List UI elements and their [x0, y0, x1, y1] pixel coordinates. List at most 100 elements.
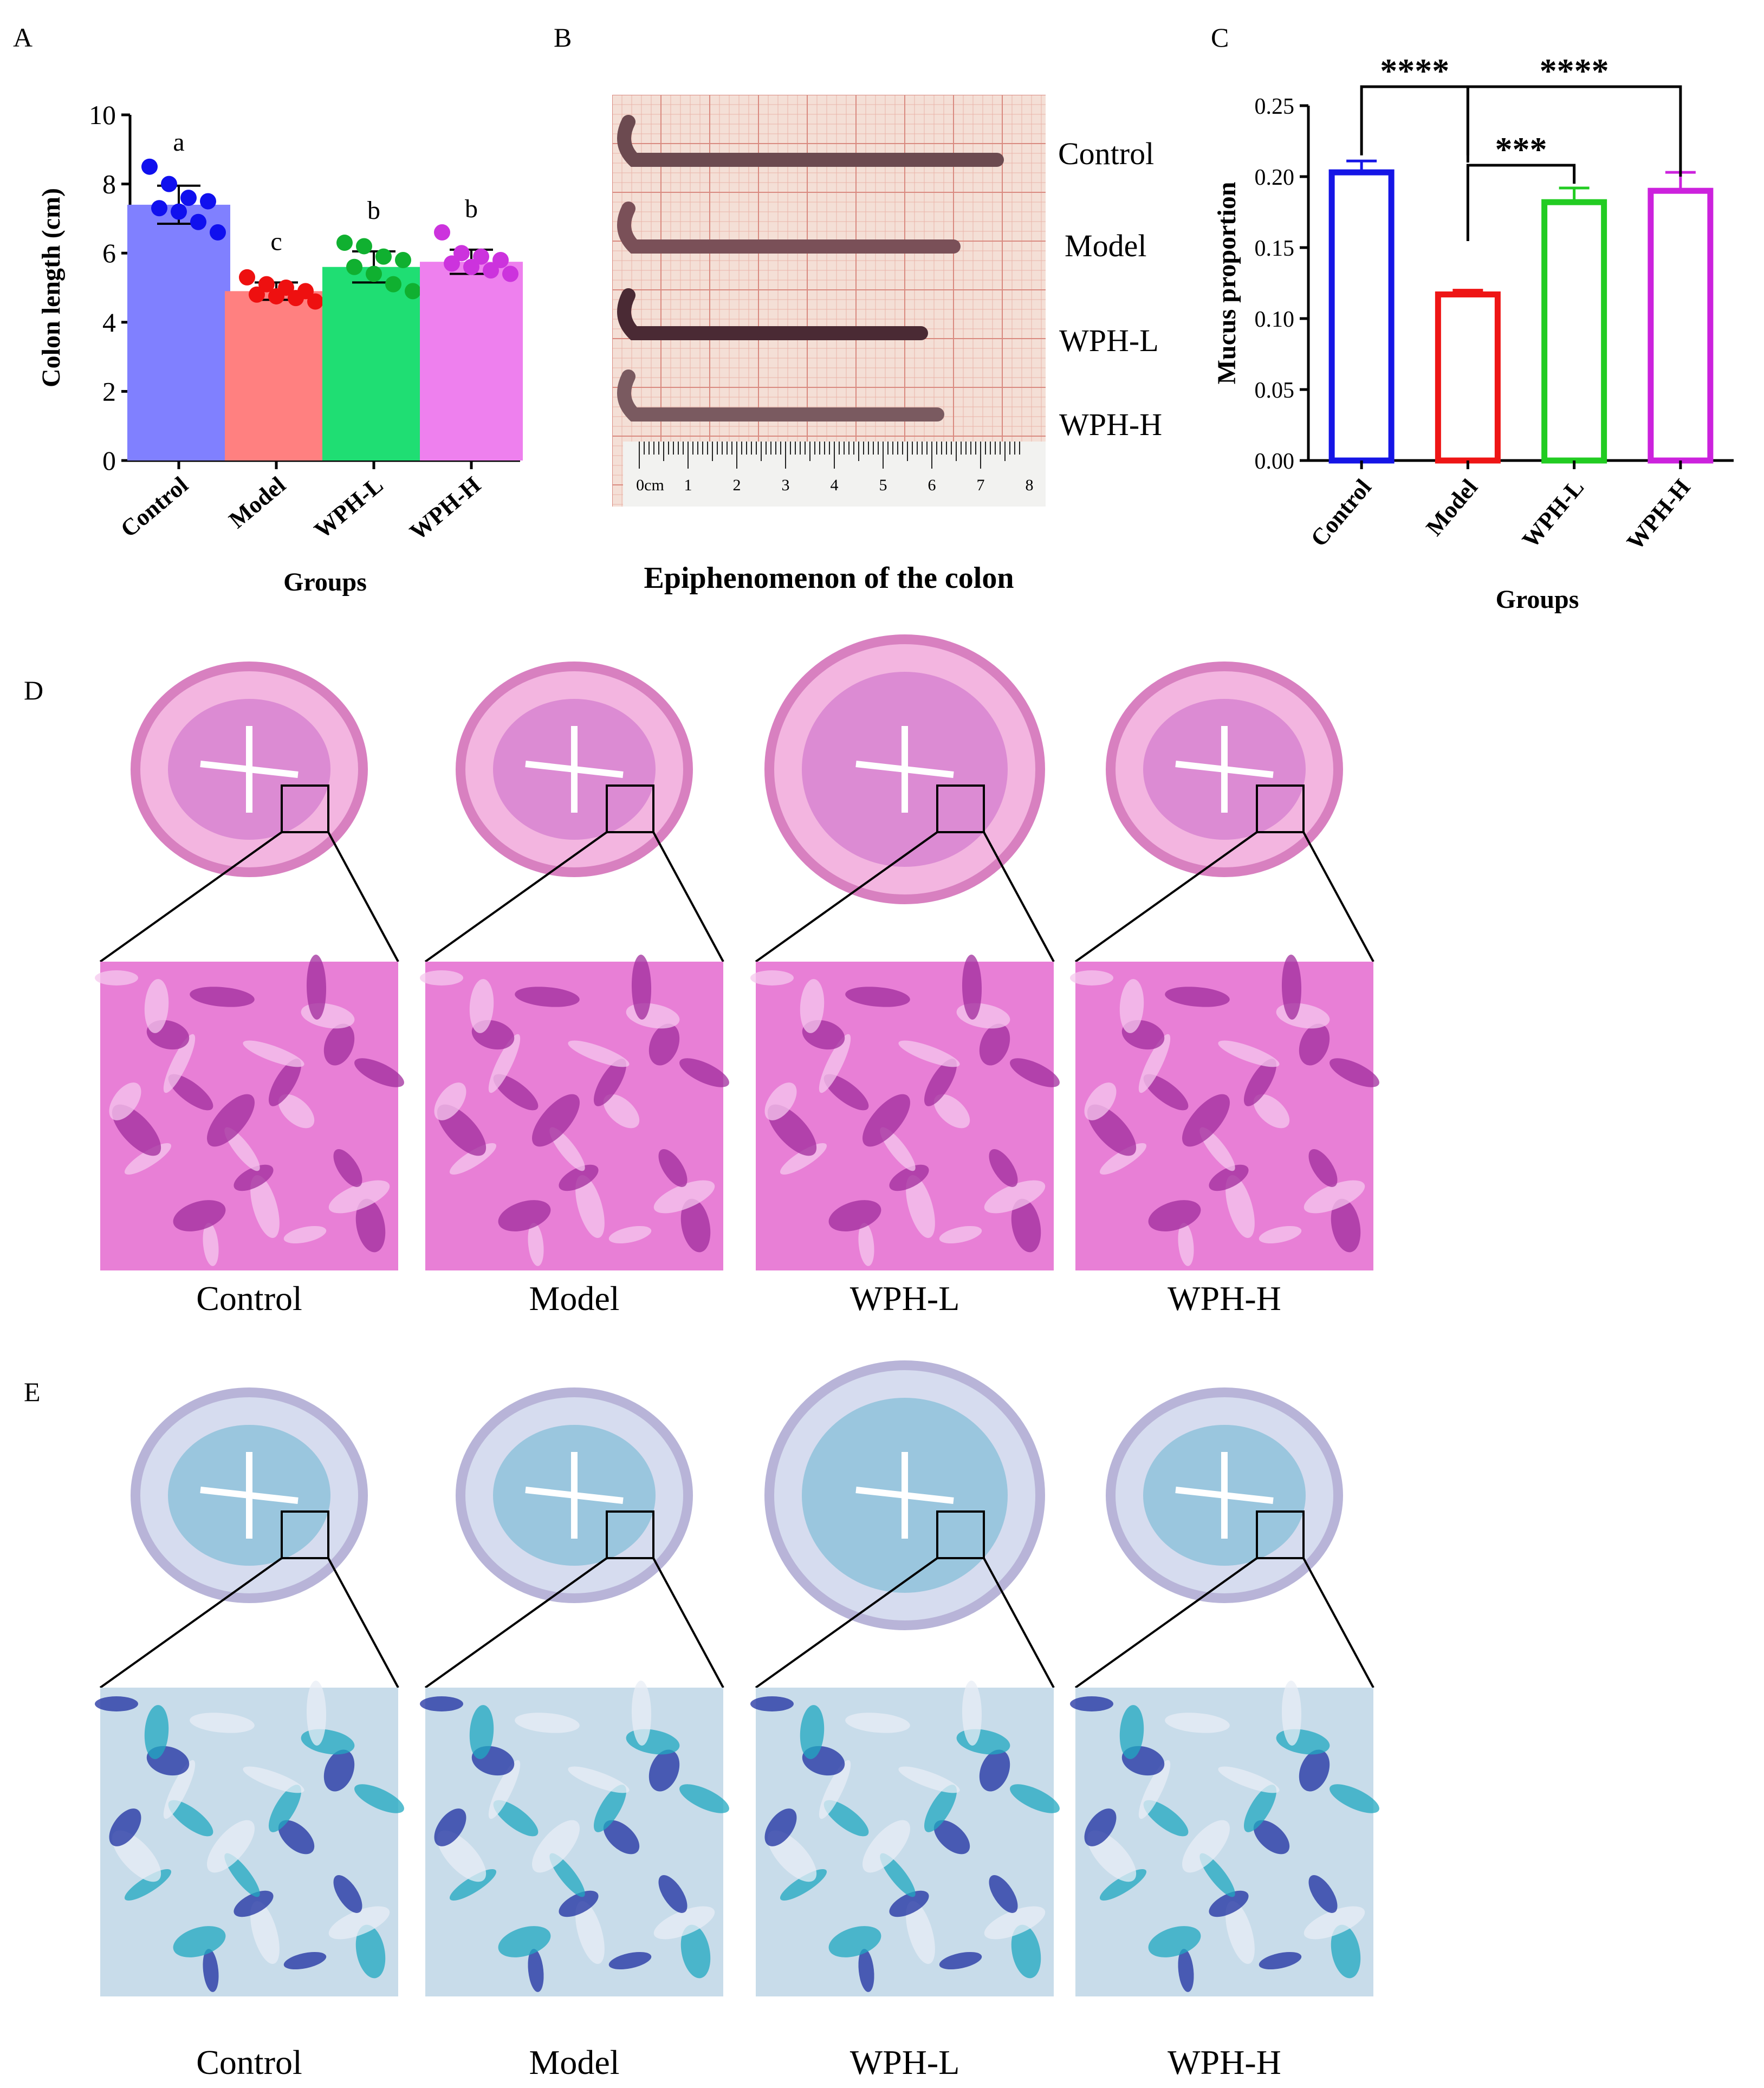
y-tick-label: 0.05 — [1255, 378, 1295, 403]
cell-cluster — [224, 1127, 260, 1171]
cell-cluster — [1209, 1164, 1249, 1191]
cell-cluster — [1178, 1223, 1194, 1266]
cell-cluster — [268, 1059, 302, 1106]
cell-cluster — [1303, 1180, 1365, 1214]
y-tick-label: 2 — [102, 376, 116, 406]
ruler-label: 2 — [733, 476, 741, 494]
cell-cluster — [549, 1127, 585, 1171]
zoom-connector — [99, 1557, 283, 1689]
panelE-label: WPH-H — [1168, 2043, 1281, 2081]
zoom-connector — [1074, 1557, 1258, 1689]
cell-cluster — [144, 979, 169, 1033]
cell-cluster — [268, 1785, 302, 1832]
zoom-connector — [1302, 832, 1374, 962]
x-tick-label: Model — [1421, 474, 1483, 541]
colon-specimen — [617, 288, 928, 340]
y-tick-label: 0.20 — [1255, 165, 1295, 190]
cell-cluster — [989, 1875, 1018, 1913]
tissue-lumen — [525, 1452, 624, 1539]
ruler-label: 8 — [1026, 476, 1034, 494]
y-tick-label: 4 — [102, 307, 116, 338]
data-point — [171, 203, 187, 220]
x-tick-label: WPH-L — [1517, 474, 1589, 553]
photo-label-model: Model — [1065, 228, 1147, 263]
cell-cluster — [858, 1949, 874, 1992]
x-tick-label: Control — [115, 471, 193, 542]
cell-cluster — [1070, 1696, 1113, 1711]
cell-cluster — [306, 955, 327, 1020]
cell-cluster — [559, 1164, 599, 1191]
x-axis-label: Groups — [283, 568, 367, 596]
x-tick-label: WPH-H — [405, 471, 485, 546]
cell-cluster — [906, 1901, 935, 1964]
cell-cluster — [515, 987, 580, 1007]
cell-cluster — [575, 1175, 605, 1238]
cell-cluster — [278, 1094, 315, 1129]
cell-cluster — [168, 1074, 213, 1111]
cell-cluster — [234, 1890, 274, 1917]
cell-cluster — [750, 1696, 794, 1711]
data-point — [268, 288, 284, 304]
cell-cluster — [1084, 1808, 1117, 1846]
data-point — [141, 158, 158, 175]
data-point — [249, 286, 265, 303]
cell-cluster — [283, 1225, 327, 1244]
cell-cluster — [898, 1040, 960, 1067]
cell-cluster — [355, 1198, 386, 1253]
bar — [1541, 199, 1607, 464]
cell-cluster — [1070, 970, 1113, 985]
cell-cluster — [1253, 1094, 1290, 1129]
x-tick-label: WPH-H — [1622, 474, 1696, 555]
cell-cluster — [1209, 1890, 1249, 1917]
bar — [322, 267, 425, 461]
data-point — [258, 276, 275, 293]
panelD-label: Control — [196, 1279, 302, 1318]
cell-cluster — [243, 1040, 304, 1067]
zoom-box — [281, 784, 329, 833]
colon-photo-grid: 0cm 1 2 3 4 5 6 7 8 — [612, 95, 1046, 507]
panel-letter-e: E — [24, 1377, 41, 1407]
tissue-lumen — [200, 726, 299, 813]
cell-cluster — [800, 979, 825, 1033]
panel-letter-a: A — [13, 22, 33, 53]
zoom-box — [936, 1510, 985, 1559]
cell-cluster — [488, 1760, 521, 1819]
cell-cluster — [1165, 987, 1230, 1007]
cell-cluster — [333, 1875, 362, 1913]
zoom-box — [606, 784, 654, 833]
ruler-label: 5 — [879, 476, 887, 494]
zoom-box — [1256, 1510, 1305, 1559]
zoom-connector — [327, 832, 399, 962]
photo-caption: Epiphenomenon of the colon — [644, 561, 1014, 595]
x-axis-label: Groups — [1496, 585, 1579, 614]
cell-cluster — [306, 1681, 327, 1746]
cell-cluster — [163, 1034, 196, 1093]
data-point — [405, 283, 421, 300]
cell-cluster — [203, 1223, 219, 1266]
cell-cluster — [278, 1820, 315, 1854]
zoom-connector — [1302, 1558, 1374, 1688]
cell-cluster — [1138, 1760, 1171, 1819]
data-point — [483, 262, 499, 279]
x-tick-label: WPH-L — [309, 471, 388, 543]
panelD-svg — [95, 634, 1379, 1270]
data-point — [385, 276, 401, 293]
zoom-connector — [652, 832, 724, 962]
colon-specimen — [617, 369, 944, 422]
cell-cluster — [924, 1059, 957, 1106]
y-tick-label: 0.00 — [1255, 449, 1295, 474]
cell-cluster — [933, 1820, 970, 1854]
cell-cluster — [354, 1058, 404, 1087]
he-histology-panel: Control Model WPH-L WPH-H — [0, 623, 1764, 1327]
photo-label-wph-h: WPH-H — [1059, 407, 1163, 442]
colon-specimen — [617, 115, 1004, 167]
y-tick-label: 10 — [89, 100, 116, 130]
cell-cluster — [1182, 1820, 1230, 1873]
colon-length-chart: 0 2 4 6 8 10 Colon length (cm) a Control c Model b W… — [37, 100, 523, 596]
y-tick-label: 0.15 — [1255, 236, 1295, 261]
panelE-label: Model — [529, 2043, 620, 2081]
cell-cluster — [1199, 1127, 1235, 1171]
ruler-label: 1 — [684, 476, 692, 494]
cell-cluster — [207, 1820, 255, 1873]
cell-cluster — [750, 970, 794, 985]
